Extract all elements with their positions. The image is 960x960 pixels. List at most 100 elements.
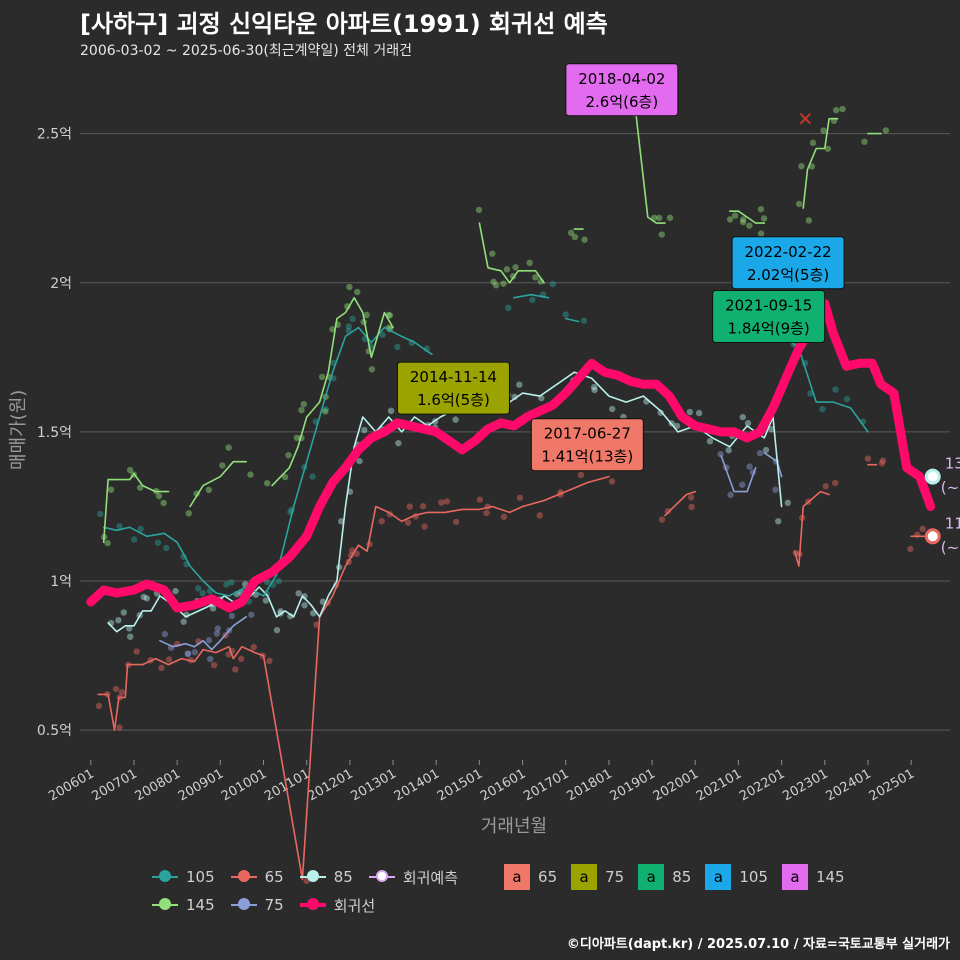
legend-box-swatch: a — [571, 864, 597, 890]
scatter-point — [489, 250, 495, 256]
annotation-date: 2017-06-27 — [544, 425, 631, 443]
scatter-point — [295, 590, 301, 596]
scatter-point — [378, 518, 384, 524]
series-line-145 — [190, 462, 246, 507]
annotation-price: 1.6억(5층) — [417, 391, 490, 409]
scatter-point — [591, 387, 597, 393]
y-axis-ticks: 0.5억 1억 1.5억 2억 2.5억 — [37, 127, 72, 740]
prediction-point — [926, 530, 939, 543]
scatter-point — [211, 662, 217, 668]
legend-box-75[interactable]: a 75 — [571, 864, 624, 890]
scatter-point — [919, 526, 925, 532]
scatter-point — [309, 473, 315, 479]
scatter-point — [115, 617, 121, 623]
scatter-point — [232, 666, 238, 672]
scatter-point — [395, 440, 401, 446]
scatter-point — [578, 472, 584, 478]
scatter-point — [96, 703, 102, 709]
legend-label: 75 — [605, 868, 624, 886]
scatter-point — [127, 467, 133, 473]
legend-label: 105 — [186, 868, 215, 886]
scatter-point — [727, 492, 733, 498]
legend-item-prediction[interactable]: 회귀예측 — [367, 864, 458, 890]
scatter-point — [833, 107, 839, 113]
y-tick-label: 1억 — [50, 574, 72, 590]
x-tick-label: 202501 — [867, 766, 917, 804]
scatter-point — [656, 215, 662, 221]
legend-label: 65 — [265, 868, 284, 886]
scatter-point — [438, 499, 444, 505]
legend-item-regression[interactable]: 회귀선 — [298, 892, 375, 918]
prediction-value: 13,500 — [945, 455, 960, 473]
annotation-label: 2022-02-222.02억(5층) — [732, 237, 844, 289]
annotation-date: 2014-11-14 — [410, 368, 497, 386]
scatter-point — [775, 518, 781, 524]
scatter-point — [361, 427, 367, 433]
legend-box-65[interactable]: a 65 — [504, 864, 557, 890]
x-tick-label: 202001 — [651, 766, 701, 804]
series-line-145 — [104, 474, 169, 543]
scatter-point — [301, 602, 307, 608]
scatter-point — [659, 231, 665, 237]
scatter-point — [248, 612, 254, 618]
scatter-point — [185, 650, 191, 656]
legend-item-65[interactable]: 65 — [229, 864, 284, 890]
legend-item-75[interactable]: 75 — [229, 892, 284, 918]
scatter-point — [725, 447, 731, 453]
scatter-point — [707, 438, 713, 444]
scatter-point — [247, 471, 253, 477]
y-axis-label: 매매가(원) — [4, 390, 30, 470]
legend-label: 65 — [538, 868, 557, 886]
scatter-point — [537, 512, 543, 518]
scatter-point — [798, 163, 804, 169]
scatter-point — [195, 585, 201, 591]
scatter-point — [206, 637, 212, 643]
scatter-point — [180, 619, 186, 625]
x-tick-label: 201501 — [435, 766, 485, 804]
scatter-point — [207, 656, 213, 662]
scatter-point — [609, 406, 615, 412]
legend-item-85[interactable]: 85 — [298, 864, 353, 890]
scatter-point — [688, 494, 694, 500]
series-line-105 — [104, 328, 432, 596]
scatter-point — [369, 366, 375, 372]
scatter-point — [785, 500, 791, 506]
scatter-point — [215, 625, 221, 631]
scatter-point — [444, 498, 450, 504]
chart-title: [사하구] 괴정 신익타운 아파트(1991) 회귀선 예측 — [80, 4, 608, 39]
legend-item-145[interactable]: 145 — [150, 892, 215, 918]
x-tick-label: 202201 — [737, 766, 787, 804]
prediction-area: (~85㎡) — [941, 479, 960, 497]
scatter-point — [746, 463, 752, 469]
scatter-point — [172, 588, 178, 594]
x-tick-label: 202301 — [780, 766, 830, 804]
x-tick-label: 201401 — [392, 766, 442, 804]
legend-box-145[interactable]: a 145 — [782, 864, 845, 890]
scatter-point — [349, 316, 355, 322]
scatter-point — [504, 266, 510, 272]
legend-item-105[interactable]: 105 — [150, 864, 215, 890]
scatter-point — [861, 139, 867, 145]
scatter-point — [127, 633, 133, 639]
scatter-point — [844, 396, 850, 402]
scatter-point — [563, 311, 569, 317]
scatter-point — [166, 656, 172, 662]
scatter-point — [667, 215, 673, 221]
scatter-point — [264, 480, 270, 486]
scatter-point — [160, 500, 166, 506]
y-tick-label: 1.5억 — [37, 425, 72, 441]
scatter-point — [806, 217, 812, 223]
legend-box-105[interactable]: a 105 — [705, 864, 768, 890]
scatter-point — [819, 406, 825, 412]
scatter-point — [758, 206, 764, 212]
annotation-label: 2018-04-022.6억(6층) — [566, 64, 678, 116]
scatter-point — [158, 665, 164, 671]
scatter-point — [517, 495, 523, 501]
scatter-point — [274, 627, 280, 633]
legend-label: 145 — [816, 868, 845, 886]
series-line-65 — [795, 492, 830, 566]
legend-box-85[interactable]: a 85 — [638, 864, 691, 890]
scatter-point — [529, 297, 535, 303]
scatter-point — [907, 546, 913, 552]
x-tick-label: 202401 — [823, 766, 873, 804]
